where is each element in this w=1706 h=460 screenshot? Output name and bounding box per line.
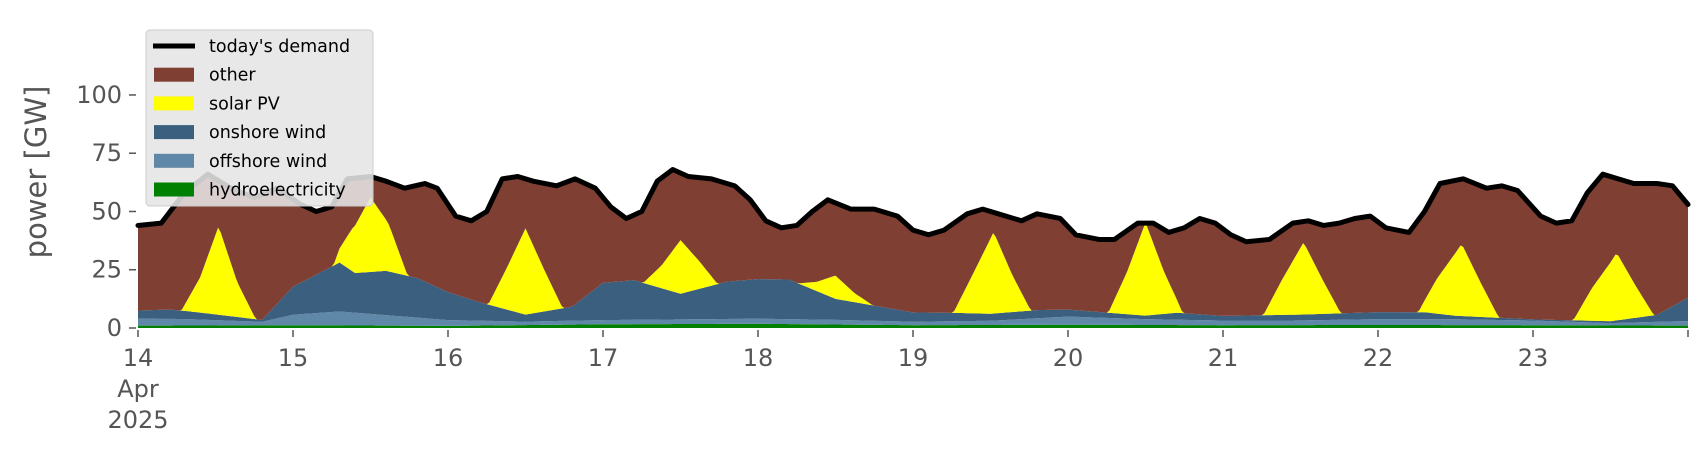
y-axis: 0 25 50 75 100 xyxy=(76,81,136,342)
y-tick-label: 0 xyxy=(107,314,122,342)
legend-swatch-solar-pv xyxy=(154,96,194,111)
y-tick-label: 100 xyxy=(76,81,122,109)
x-tick-label: 21 xyxy=(1208,344,1239,372)
legend-label-offshore-wind: offshore wind xyxy=(209,152,327,172)
legend-label-other: other xyxy=(209,66,256,86)
area-offshore-wind xyxy=(138,311,1688,326)
area-hydroelectricity xyxy=(138,323,1688,328)
area-onshore-wind xyxy=(138,262,1688,324)
demand-line xyxy=(135,167,1691,245)
legend-label-onshore-wind: onshore wind xyxy=(209,123,326,143)
legend-frame xyxy=(145,29,374,207)
x-tick-label: 18 xyxy=(743,344,774,372)
x-tick-label: 15 xyxy=(278,344,309,372)
legend-swatch-other xyxy=(154,67,194,82)
x-tick-label: 17 xyxy=(588,344,619,372)
legend-label-solar-pv: solar PV xyxy=(209,94,280,114)
area-solar-pv xyxy=(138,197,1688,322)
y-tick-label: 75 xyxy=(91,139,122,167)
x-axis: 14 Apr 2025 15 16 17 18 19 20 21 22 23 xyxy=(107,330,1689,434)
x-tick-label: 19 xyxy=(898,344,929,372)
y-tick-label: 25 xyxy=(91,256,122,284)
legend-swatch-offshore-wind xyxy=(154,153,194,168)
legend-label-hydroelectricity: hydroelectricity xyxy=(209,181,346,201)
legend-swatch-onshore-wind xyxy=(154,125,194,140)
x-tick-label: 22 xyxy=(1363,344,1394,372)
legend-label-today-s-demand: today's demand xyxy=(209,37,350,57)
x-tick-label: 20 xyxy=(1053,344,1084,372)
y-axis-label: power [GW] xyxy=(19,86,53,259)
area-other xyxy=(138,169,1688,321)
x-tick-label: 14 Apr 2025 xyxy=(107,344,168,434)
legend-swatch-hydroelectricity xyxy=(154,182,194,197)
x-tick-label: 23 xyxy=(1518,344,1549,372)
y-tick-label: 50 xyxy=(91,197,122,225)
legend: today's demand other solar PV onshore wind o… xyxy=(145,29,374,207)
stacked-areas xyxy=(138,169,1688,328)
x-tick-label: 16 xyxy=(433,344,464,372)
